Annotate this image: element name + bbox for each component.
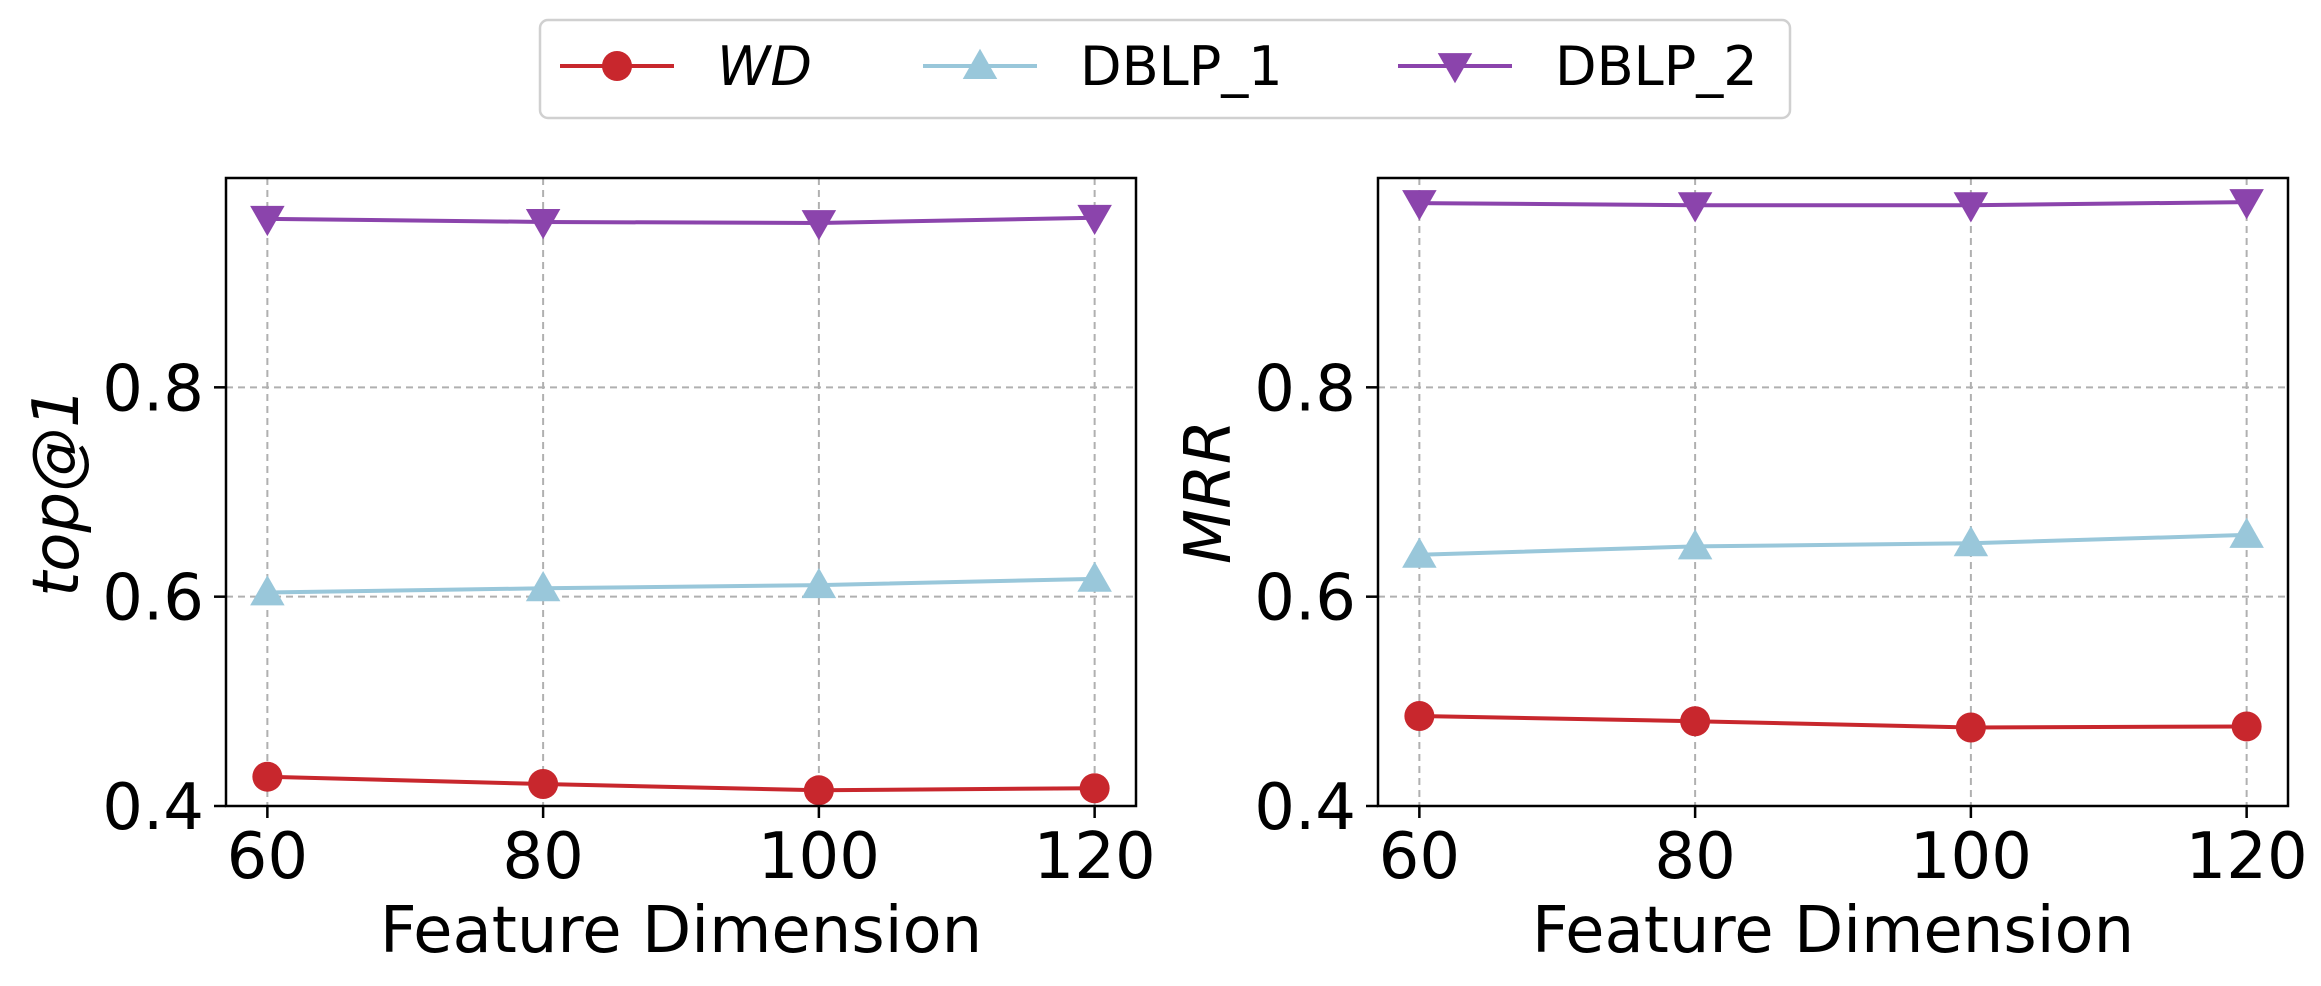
series-line-dblp-1: [1419, 532, 2247, 557]
series-line-dblp-2: [267, 215, 1095, 226]
y-axis-label: MRR: [1172, 420, 1246, 564]
data-point-wd: [1955, 712, 1986, 743]
x-tick-label: 120: [1034, 820, 1156, 894]
data-point-wd: [1079, 773, 1110, 804]
y-tick-label: 0.8: [1254, 352, 1356, 426]
x-axis-label: Feature Dimension: [380, 894, 982, 968]
data-point-dblp-1: [525, 571, 561, 602]
data-point-wd: [1404, 700, 1435, 731]
data-point-wd: [803, 775, 834, 806]
legend-marker-wd: [602, 51, 632, 81]
x-tick-label: 80: [502, 820, 583, 894]
y-tick-label: 0.4: [1254, 771, 1356, 845]
data-point-dblp-2: [1077, 204, 1112, 236]
y-tick-label: 0.6: [102, 562, 204, 636]
data-point-dblp-1: [1953, 526, 1989, 557]
data-point-dblp-2: [525, 209, 561, 240]
legend-label: DBLP_2: [1555, 35, 1758, 98]
x-tick-label: 80: [1654, 820, 1735, 894]
legend-entry-dblp-1: DBLP_1: [923, 35, 1283, 98]
top1-chart-panel: 60 80 100 120 0.4 0.6 0.8 Feature Dimension top@…: [20, 176, 1156, 968]
data-point-dblp-1: [801, 567, 837, 599]
x-tick-label: 100: [758, 820, 880, 894]
legend-entry-wd: WD: [560, 35, 812, 98]
data-point-dblp-2: [1677, 192, 1713, 223]
series-line-wd: [1419, 713, 2247, 730]
data-point-dblp-2: [801, 210, 837, 241]
x-axis-label: Feature Dimension: [1532, 894, 2134, 968]
data-point-dblp-1: [1077, 561, 1112, 592]
data-point-wd: [528, 769, 559, 800]
plot-frame: [1376, 176, 2290, 808]
data-point-dblp-2: [1402, 190, 1437, 221]
data-point-dblp-1: [2229, 517, 2264, 548]
y-tick-label: 0.8: [102, 352, 204, 426]
y-tick-label: 0.6: [1254, 562, 1356, 636]
legend-marker-dblp-2: [1437, 53, 1473, 84]
series-line-dblp-2: [1419, 200, 2247, 208]
data-point-wd: [2231, 711, 2262, 742]
data-point-dblp-2: [1953, 192, 1989, 223]
legend-marker-dblp-1: [962, 48, 998, 79]
x-tick-label: 120: [2186, 820, 2308, 894]
y-tick-label: 0.4: [102, 771, 204, 845]
data-point-dblp-1: [250, 575, 285, 606]
data-point-dblp-1: [1677, 529, 1713, 560]
x-tick-label: 60: [1379, 820, 1460, 894]
legend-label: WD: [717, 35, 812, 98]
legend-label: DBLP_1: [1080, 35, 1283, 98]
legend: WD DBLP_1 DBLP_2: [538, 18, 1792, 120]
data-point-dblp-2: [250, 205, 285, 237]
mrr-chart-panel: 60 80 100 120 0.4 0.6 0.8 Feature Dimension MRR: [1172, 176, 2308, 968]
legend-entry-dblp-2: DBLP_2: [1398, 35, 1758, 98]
data-point-wd: [252, 761, 283, 792]
x-tick-label: 100: [1910, 820, 2032, 894]
data-point-dblp-2: [2229, 189, 2264, 220]
data-point-wd: [1680, 706, 1711, 737]
data-point-dblp-1: [1402, 537, 1437, 568]
series-line-dblp-1: [267, 576, 1095, 595]
y-axis-label: top@1: [20, 387, 94, 597]
plot-frame: [224, 176, 1138, 808]
series-line-wd: [267, 774, 1095, 793]
x-tick-label: 60: [227, 820, 308, 894]
legend-box: [538, 18, 1792, 120]
